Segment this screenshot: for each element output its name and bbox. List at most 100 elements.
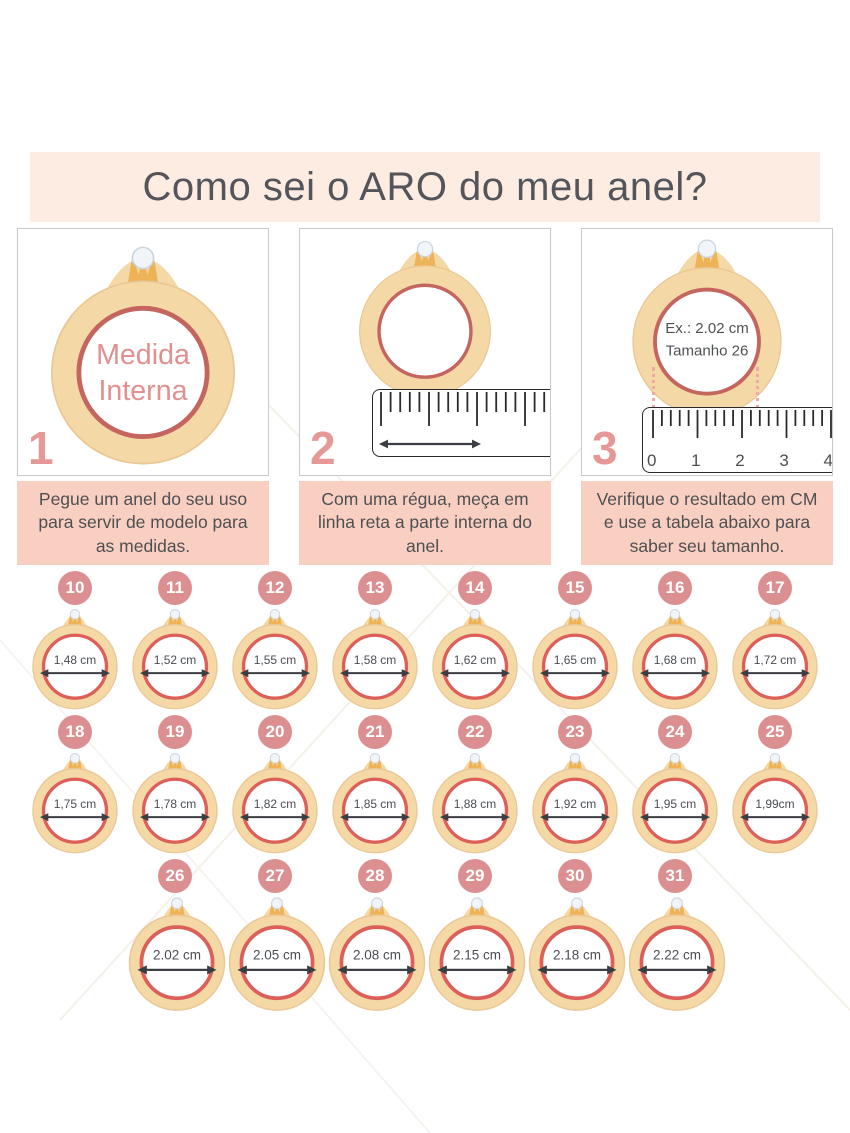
size-number: 23 — [565, 721, 585, 741]
diameter-label: 2.05 cm — [253, 947, 301, 962]
size-number-badge: 23 — [558, 714, 592, 749]
ruler-illustration-step2 — [372, 389, 550, 457]
size-number-badge: 13 — [358, 571, 392, 605]
size-number: 11 — [166, 578, 184, 597]
ring-size-item: 12 1,55 cm — [225, 571, 325, 711]
ring-inner-label-line1: Medida — [96, 339, 190, 371]
diameter-label: 1,62 cm — [454, 653, 497, 667]
page-title: Como sei o ARO do meu anel? — [142, 164, 708, 209]
ring-size-item: 29 2.15 cm — [425, 858, 525, 1013]
step-2: 2 Com uma régua, meça em linha reta a pa… — [299, 228, 551, 565]
size-number: 25 — [765, 721, 785, 741]
ruler-illustration-step3: 0 1 2 3 4 — [642, 407, 833, 473]
ring-diameter-illustration: 1,99cm — [729, 750, 821, 855]
diameter-label: 1,58 cm — [354, 653, 397, 667]
ruler-ticks — [652, 410, 832, 438]
ring-diameter-illustration: 1,65 cm — [529, 606, 621, 711]
size-number-badge: 12 — [258, 571, 292, 605]
size-number-badge: 25 — [758, 714, 792, 749]
ring-size-item: 24 1,95 cm — [625, 714, 725, 855]
ring-size-item: 25 1,99cm — [725, 714, 825, 855]
size-number: 13 — [365, 578, 385, 597]
diameter-label: 2.02 cm — [153, 947, 201, 962]
step-3-caption: Verifique o resultado em CM e use a tabe… — [581, 481, 833, 565]
ring-size-item: 14 1,62 cm — [425, 571, 525, 711]
size-number-badge: 27 — [258, 858, 292, 893]
size-number-badge: 17 — [758, 571, 792, 605]
size-number-badge: 30 — [558, 858, 592, 893]
ring-diameter-illustration: 1,55 cm — [229, 606, 321, 711]
diameter-label: 1,85 cm — [354, 797, 397, 811]
size-row: 26 2.02 cm 27 2.05 cm 28 2.08 cm 29 2.1 — [0, 858, 850, 1013]
ring-inner-label-line2: Interna — [98, 375, 187, 407]
diameter-label: 1,75 cm — [54, 797, 97, 811]
diameter-label: 1,99cm — [755, 797, 794, 811]
diameter-label: 1,95 cm — [654, 797, 697, 811]
size-number-badge: 10 — [58, 571, 92, 605]
size-row: 10 1,48 cm 11 1,52 cm 12 1,55 cm 13 1,5 — [0, 571, 850, 711]
diameter-label: 2.08 cm — [353, 947, 401, 962]
step-3-card: Ex.: 2.02 cm Tamanho 26 0 1 2 3 4 — [581, 228, 833, 476]
step-2-caption: Com uma régua, meça em linha reta a part… — [299, 481, 551, 565]
size-number-badge: 11 — [158, 571, 192, 605]
ring-diameter-illustration: 2.15 cm — [425, 894, 529, 1013]
step-1: Medida Interna 1 Pegue um anel do seu us… — [17, 228, 269, 565]
ring-diameter-illustration: 2.02 cm — [125, 894, 229, 1013]
size-number: 26 — [165, 865, 185, 885]
size-number: 21 — [365, 721, 385, 741]
size-chart: 10 1,48 cm 11 1,52 cm 12 1,55 cm 13 1,5 — [0, 571, 850, 1012]
size-number-badge: 15 — [558, 571, 592, 605]
size-number-badge: 14 — [458, 571, 492, 605]
ring-diameter-illustration: 1,75 cm — [29, 750, 121, 855]
ring-example-measure: Ex.: 2.02 cm — [665, 320, 749, 337]
size-number: 10 — [65, 578, 85, 597]
diameter-label: 2.18 cm — [553, 947, 601, 962]
dotted-guide-right — [756, 367, 759, 409]
ruler-label-0: 0 — [647, 451, 657, 470]
size-number-badge: 28 — [358, 858, 392, 893]
ruler-label-1: 1 — [691, 451, 701, 470]
ruler-label-3: 3 — [779, 451, 789, 470]
ruler-ticks — [379, 392, 546, 449]
diameter-label: 1,68 cm — [654, 653, 697, 667]
ring-illustration-step3: Ex.: 2.02 cm Tamanho 26 — [621, 235, 793, 421]
size-number: 17 — [765, 578, 785, 597]
ring-size-item: 21 1,85 cm — [325, 714, 425, 855]
ring-illustration-step1: Medida Interna — [37, 241, 249, 470]
ring-size-item: 16 1,68 cm — [625, 571, 725, 711]
size-number-badge: 18 — [58, 714, 92, 749]
size-number-badge: 20 — [258, 714, 292, 749]
size-number: 16 — [665, 578, 685, 597]
size-number: 12 — [265, 578, 285, 597]
diameter-label: 2.15 cm — [453, 947, 501, 962]
size-number-badge: 22 — [458, 714, 492, 749]
ring-size-item: 17 1,72 cm — [725, 571, 825, 711]
ring-diameter-illustration: 1,58 cm — [329, 606, 421, 711]
size-number: 28 — [365, 865, 385, 885]
ring-diameter-illustration: 2.05 cm — [225, 894, 329, 1013]
title-banner: Como sei o ARO do meu anel? — [30, 152, 820, 222]
ring-size-item: 31 2.22 cm — [625, 858, 725, 1013]
ring-size-item: 10 1,48 cm — [25, 571, 125, 711]
dotted-guide-left — [652, 367, 655, 409]
ring-diameter-illustration: 1,68 cm — [629, 606, 721, 711]
size-number-badge: 16 — [658, 571, 692, 605]
ring-size-item: 18 1,75 cm — [25, 714, 125, 855]
ring-size-item: 11 1,52 cm — [125, 571, 225, 711]
ruler-label-4: 4 — [823, 451, 833, 470]
ring-diameter-illustration: 2.22 cm — [625, 894, 729, 1013]
size-number: 20 — [265, 721, 285, 741]
ring-diameter-illustration: 1,62 cm — [429, 606, 521, 711]
ring-size-item: 27 2.05 cm — [225, 858, 325, 1013]
size-number: 19 — [165, 721, 185, 741]
ring-diameter-illustration: 1,52 cm — [129, 606, 221, 711]
size-number: 15 — [565, 578, 585, 597]
ring-diameter-illustration: 1,92 cm — [529, 750, 621, 855]
diameter-label: 1,92 cm — [554, 797, 597, 811]
diameter-label: 1,78 cm — [154, 797, 197, 811]
ring-diameter-illustration: 1,72 cm — [729, 606, 821, 711]
ring-size-item: 19 1,78 cm — [125, 714, 225, 855]
diameter-label: 1,82 cm — [254, 797, 297, 811]
size-number: 18 — [65, 721, 85, 741]
